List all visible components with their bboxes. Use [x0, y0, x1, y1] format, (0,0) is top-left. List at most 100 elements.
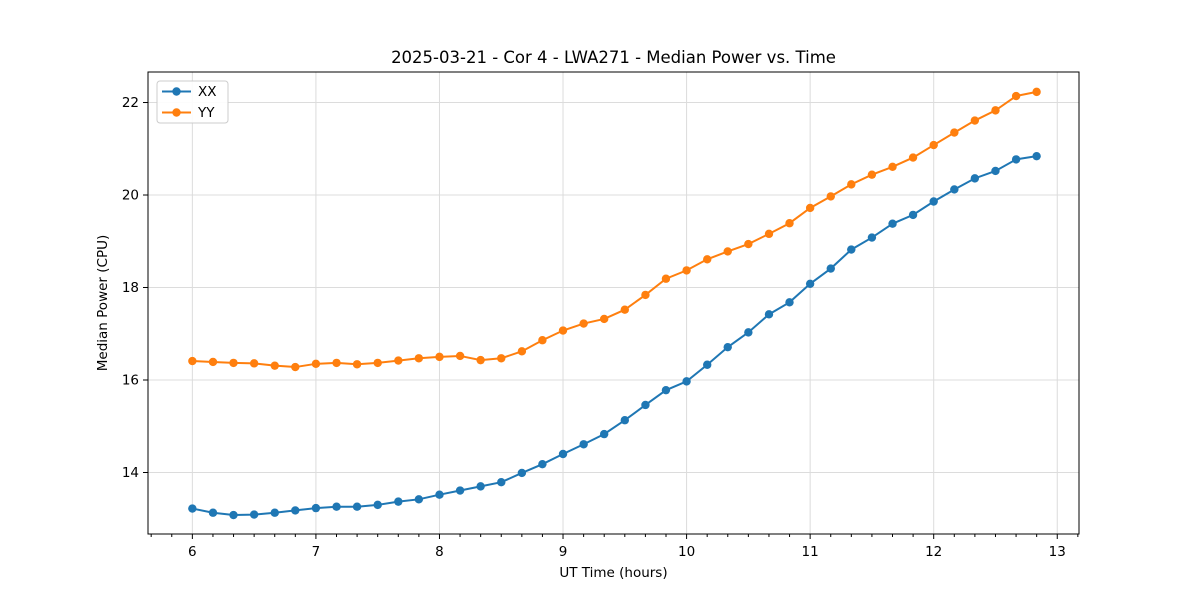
series-xx-marker [352, 502, 362, 511]
series-yy-marker [538, 336, 547, 345]
axes-layer: 6 7 8 9 10 11 12 13 14 16 18 20 22 [122, 71, 1080, 560]
series-layer [188, 87, 1041, 520]
series-xx-marker [394, 497, 403, 506]
chart-title: 2025-03-21 - Cor 4 - LWA271 - Median Pow… [391, 48, 836, 67]
series-xx-marker [826, 264, 835, 273]
series-yy-marker [744, 239, 753, 249]
series-yy-marker [620, 305, 630, 314]
series-yy-marker [1011, 91, 1021, 101]
series-yy-marker [950, 128, 959, 137]
series-xx-marker [497, 478, 506, 487]
plot-frame [147, 71, 1080, 535]
series-yy-marker [703, 255, 712, 264]
series-yy-marker [291, 362, 300, 372]
series-yy-marker [270, 361, 279, 370]
legend-label-xx: XX [198, 84, 217, 100]
x-tick-label: 12 [925, 544, 942, 560]
series-xx-marker [332, 502, 341, 511]
series-yy-marker [847, 180, 856, 189]
series-yy-marker [332, 358, 341, 368]
series-yy-marker [476, 355, 485, 365]
series-xx-marker [249, 510, 259, 519]
series-xx-marker [455, 486, 465, 495]
series-xx-line [192, 155, 1037, 517]
y-tick-label: 14 [122, 465, 139, 481]
y-tick-label: 22 [122, 95, 139, 111]
series-yy-marker [394, 356, 403, 365]
series-xx-marker [291, 506, 300, 515]
series-xx-marker [579, 440, 588, 449]
legend: XX YY [156, 80, 229, 124]
series-xx-marker [414, 495, 424, 504]
series-xx-marker [682, 377, 691, 386]
legend-label-yy: YY [197, 105, 215, 121]
series-xx-marker [620, 416, 630, 425]
series-xx-marker [744, 328, 753, 337]
series-xx-marker [703, 360, 712, 369]
series-yy-marker [579, 319, 588, 328]
series-xx-marker [929, 197, 938, 206]
x-tick-label: 13 [1049, 544, 1066, 560]
series-xx-marker [991, 166, 1000, 176]
y-tick-label: 18 [122, 280, 139, 296]
series-xx-marker [723, 342, 732, 352]
series-yy-marker [517, 347, 527, 356]
series-yy-marker [661, 274, 671, 283]
series-xx-marker [188, 504, 197, 513]
series-yy-marker [497, 354, 506, 363]
series-yy-marker [805, 203, 815, 213]
series-yy-marker [867, 170, 877, 179]
series-xx-marker [847, 245, 856, 254]
series-xx-marker [311, 503, 321, 513]
series-yy-marker [785, 219, 794, 228]
series-yy-marker [311, 359, 321, 369]
x-tick-label: 9 [559, 544, 568, 560]
series-yy-marker [970, 116, 980, 125]
y-axis-label: Median Power (CPU) [95, 235, 111, 371]
series-xx-marker [1011, 155, 1021, 164]
series-yy-marker [249, 359, 259, 368]
series-yy-marker [455, 351, 465, 361]
series-yy-marker [352, 360, 362, 369]
series-xx-marker [950, 185, 959, 194]
x-tick-label: 10 [678, 544, 695, 560]
y-tick-label: 20 [122, 188, 139, 204]
series-yy-marker [764, 229, 774, 239]
legend-sample-marker [172, 87, 181, 96]
x-axis-label: UT Time (hours) [559, 565, 667, 581]
series-xx-marker [558, 449, 568, 459]
series-xx-marker [208, 508, 218, 517]
series-yy-marker [641, 290, 650, 300]
series-yy-marker [229, 358, 238, 368]
series-xx-marker [270, 508, 279, 517]
series-yy-marker [929, 140, 938, 150]
series-yy-marker [435, 352, 444, 362]
series-yy-marker [208, 357, 218, 367]
series-xx-marker [476, 482, 485, 491]
series-yy-marker [723, 247, 732, 256]
series-xx-marker [517, 468, 527, 478]
series-yy-marker [558, 326, 568, 335]
series-xx-marker [373, 500, 382, 510]
series-xx-marker [538, 459, 547, 469]
series-xx-marker [785, 298, 794, 307]
series-yy-marker [1032, 87, 1041, 97]
y-tick-label: 16 [122, 373, 139, 389]
series-yy-marker [414, 354, 424, 363]
series-xx-marker [599, 429, 609, 439]
series-yy-marker [188, 356, 197, 366]
series-yy-marker [888, 162, 897, 172]
series-xx-marker [867, 233, 877, 242]
series-xx-marker [805, 279, 815, 289]
x-tick-label: 11 [802, 544, 819, 560]
x-tick-label: 6 [188, 544, 197, 560]
series-xx-marker [888, 219, 897, 228]
series-xx-marker [229, 510, 238, 520]
series-xx-marker [1032, 151, 1041, 161]
series-xx-marker [435, 490, 444, 499]
series-yy-marker [908, 153, 918, 162]
series-yy-marker [599, 314, 609, 324]
series-yy-marker [373, 358, 382, 368]
